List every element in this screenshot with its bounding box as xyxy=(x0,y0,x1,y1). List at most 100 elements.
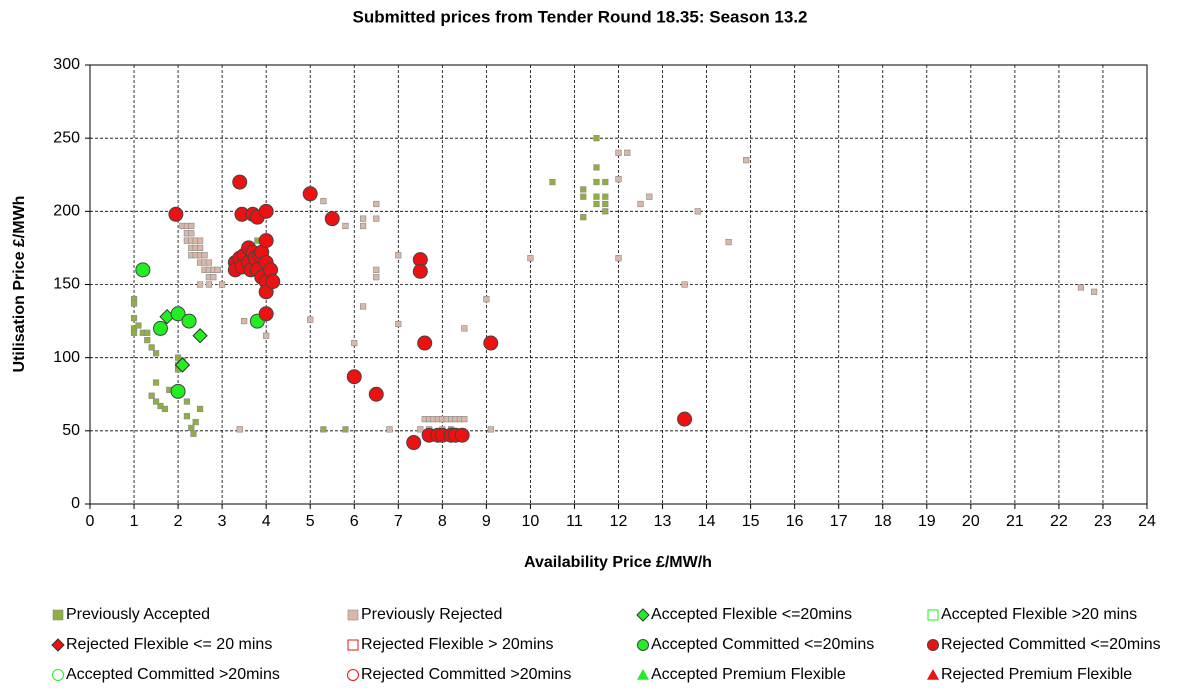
marker-square xyxy=(624,149,631,156)
marker-square xyxy=(219,281,226,288)
marker-square xyxy=(192,418,199,426)
marker-square xyxy=(342,426,349,433)
legend-label: Rejected Committed >20mins xyxy=(361,666,571,683)
marker-square xyxy=(395,252,402,259)
x-tick-label: 6 xyxy=(350,513,359,530)
marker-square xyxy=(743,157,750,164)
marker-circle xyxy=(412,263,428,279)
marker-square xyxy=(190,430,197,437)
marker-square xyxy=(197,244,204,252)
marker-circle xyxy=(346,369,362,385)
marker-circle xyxy=(454,427,470,443)
marker-square xyxy=(188,424,195,432)
marker-square xyxy=(593,200,600,208)
marker-square xyxy=(144,329,151,336)
marker-square xyxy=(359,215,367,222)
marker-square xyxy=(130,315,138,322)
marker-square xyxy=(373,274,380,281)
marker-circle xyxy=(265,274,281,290)
y-tick-label: 50 xyxy=(62,422,80,439)
legend-label: Rejected Committed <=20mins xyxy=(941,636,1161,653)
x-tick-label: 21 xyxy=(1006,513,1024,530)
marker-circle xyxy=(927,639,939,651)
marker-square xyxy=(417,426,424,433)
marker-square xyxy=(580,186,587,193)
x-tick-label: 24 xyxy=(1138,513,1156,530)
y-tick-label: 250 xyxy=(53,129,80,146)
marker-circle xyxy=(677,411,693,427)
x-tick-label: 22 xyxy=(1050,513,1068,530)
marker-square xyxy=(241,317,248,325)
marker-square xyxy=(615,255,622,262)
legend-label: Accepted Committed >20mins xyxy=(66,666,280,683)
marker-square xyxy=(197,281,204,288)
marker-square xyxy=(615,149,622,156)
y-tick-label: 150 xyxy=(53,276,80,293)
marker-circle xyxy=(324,211,340,227)
marker-circle xyxy=(417,335,433,351)
marker-square xyxy=(359,222,367,230)
marker-square xyxy=(395,320,402,328)
marker-square xyxy=(148,392,155,399)
y-axis-label: Utilisation Price £/MWh xyxy=(11,196,28,373)
x-tick-label: 20 xyxy=(962,513,980,530)
marker-circle xyxy=(258,203,274,219)
marker-square xyxy=(210,274,217,281)
marker-circle xyxy=(170,306,186,322)
marker-square xyxy=(593,135,600,142)
x-tick-label: 14 xyxy=(698,513,716,530)
x-tick-label: 19 xyxy=(918,513,936,530)
marker-square xyxy=(144,337,151,344)
marker-square xyxy=(183,398,190,405)
marker-triangle xyxy=(637,669,649,680)
x-tick-label: 17 xyxy=(830,513,848,530)
marker-diamond xyxy=(636,608,650,622)
plot-border xyxy=(89,64,1148,505)
y-tick-label: 100 xyxy=(53,349,80,366)
marker-square xyxy=(386,426,393,433)
marker-square xyxy=(342,222,349,230)
marker-circle xyxy=(347,669,359,681)
marker-square xyxy=(359,303,367,310)
marker-square xyxy=(197,237,204,244)
marker-square xyxy=(593,178,600,186)
marker-square xyxy=(461,325,468,332)
x-tick-label: 1 xyxy=(130,513,139,530)
marker-square xyxy=(602,193,609,200)
legend-label: Accepted Premium Flexible xyxy=(651,666,846,683)
chart-title: Submitted prices from Tender Round 18.35… xyxy=(352,7,807,26)
legend-label: Rejected Flexible <= 20 mins xyxy=(66,636,272,653)
legend-label: Accepted Committed <=20mins xyxy=(651,636,874,653)
marker-square xyxy=(725,238,732,246)
marker-square xyxy=(373,200,380,208)
marker-circle xyxy=(637,639,649,651)
x-tick-label: 7 xyxy=(394,513,403,530)
x-tick-label: 11 xyxy=(566,513,583,530)
marker-square xyxy=(183,413,190,420)
marker-square xyxy=(130,329,138,336)
marker-square xyxy=(549,178,556,186)
x-tick-label: 5 xyxy=(306,513,315,530)
marker-circle xyxy=(135,262,151,278)
marker-square xyxy=(373,215,380,222)
marker-square xyxy=(205,281,213,288)
marker-square xyxy=(161,405,168,412)
marker-circle xyxy=(258,233,274,249)
legend-label: Previously Accepted xyxy=(66,606,210,623)
marker-diamond xyxy=(174,357,191,373)
marker-square xyxy=(694,208,701,215)
marker-square xyxy=(347,639,359,651)
marker-square xyxy=(351,339,358,347)
legend-label: Accepted Flexible <=20mins xyxy=(651,606,852,623)
marker-square xyxy=(201,252,208,259)
marker-circle xyxy=(483,335,499,351)
x-tick-label: 15 xyxy=(742,513,760,530)
marker-circle xyxy=(170,383,186,399)
marker-square xyxy=(527,255,534,262)
marker-square xyxy=(602,178,609,186)
x-tick-label: 4 xyxy=(262,513,271,530)
marker-diamond xyxy=(192,328,208,344)
marker-square xyxy=(130,300,138,307)
marker-square xyxy=(320,426,327,433)
